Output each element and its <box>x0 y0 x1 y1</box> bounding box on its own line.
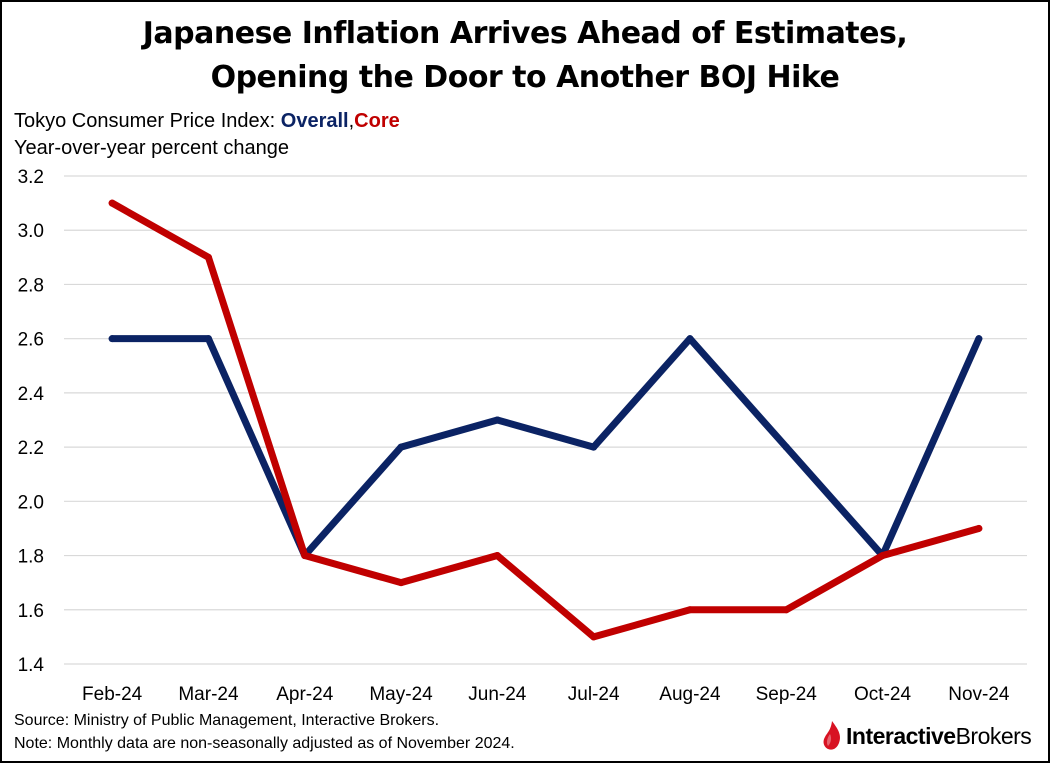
x-tick-label: Oct-24 <box>854 684 911 705</box>
data-point-overall <box>397 443 405 451</box>
chart-title: Japanese Inflation Arrives Ahead of Esti… <box>2 12 1048 100</box>
y-tick-label: 3.2 <box>18 167 44 188</box>
x-tick-label: May-24 <box>369 684 433 705</box>
y-tick-label: 2.0 <box>18 492 44 513</box>
data-point-core <box>397 579 405 587</box>
flame-icon <box>823 721 841 750</box>
logo-text-bold: Interactive <box>846 723 956 749</box>
footnote: Note: Monthly data are non-seasonally ad… <box>14 735 515 752</box>
y-axis-label: Year-over-year percent change <box>14 137 289 159</box>
series-line-core <box>108 199 983 641</box>
y-axis-ticks: 3.2 3.0 2.8 2.6 2.4 2.2 2.0 1.8 1.6 1.4 <box>18 167 45 676</box>
data-point-overall <box>590 443 598 451</box>
subtitle-overall-label: Overall <box>280 110 349 132</box>
data-point-core <box>301 552 309 560</box>
data-point-core <box>590 633 598 641</box>
gridlines <box>64 175 1027 665</box>
data-point-core <box>493 552 501 560</box>
subtitle-prefix: Tokyo Consumer Price Index: <box>14 110 281 132</box>
y-tick-label: 3.0 <box>18 221 44 242</box>
logo-text-regular: Brokers <box>955 723 1032 749</box>
data-point-overall <box>493 416 501 424</box>
x-tick-label: Sep-24 <box>756 684 818 705</box>
series-core <box>108 199 983 641</box>
data-point-core <box>108 199 116 207</box>
data-point-overall <box>782 443 790 451</box>
data-point-overall <box>204 335 212 343</box>
data-point-overall <box>686 335 694 343</box>
interactive-brokers-logo: InteractiveBrokers <box>822 718 1032 754</box>
series-lines <box>108 199 983 641</box>
x-tick-label: Mar-24 <box>178 684 239 705</box>
x-tick-label: Jul-24 <box>568 684 620 705</box>
y-tick-label: 2.4 <box>18 384 45 405</box>
chart-subtitle: Tokyo Consumer Price Index: Overall,Core <box>14 109 400 133</box>
x-tick-label: Jun-24 <box>468 684 527 705</box>
data-point-core <box>686 606 694 614</box>
y-tick-label: 1.6 <box>18 601 44 622</box>
logo-wordmark: InteractiveBrokers <box>846 722 1032 750</box>
y-tick-label: 2.2 <box>18 438 44 459</box>
data-point-core <box>975 524 983 532</box>
y-tick-label: 2.8 <box>18 275 44 296</box>
y-tick-label: 2.6 <box>18 330 44 351</box>
subtitle-comma: , <box>348 110 355 132</box>
series-line-overall <box>108 335 983 560</box>
data-point-core <box>204 253 212 261</box>
subtitle-core-label: Core <box>354 110 400 132</box>
x-axis-ticks: Feb-24 Mar-24 Apr-24 May-24 Jun-24 Jul-24 Aug-… <box>82 684 1010 705</box>
y-tick-label: 1.4 <box>18 655 45 676</box>
source-note: Source: Ministry of Public Management, I… <box>14 712 440 729</box>
x-tick-label: Nov-24 <box>948 684 1010 705</box>
y-tick-label: 1.8 <box>18 547 44 568</box>
x-tick-label: Apr-24 <box>276 684 333 705</box>
data-point-overall <box>975 335 983 343</box>
x-tick-label: Aug-24 <box>659 684 721 705</box>
x-tick-label: Feb-24 <box>82 684 143 705</box>
data-point-core <box>782 606 790 614</box>
data-point-core <box>879 552 887 560</box>
chart-title-line-2: Opening the Door to Another BOJ Hike <box>210 60 840 95</box>
chart-title-line-1: Japanese Inflation Arrives Ahead of Esti… <box>142 16 908 51</box>
data-point-overall <box>108 335 116 343</box>
